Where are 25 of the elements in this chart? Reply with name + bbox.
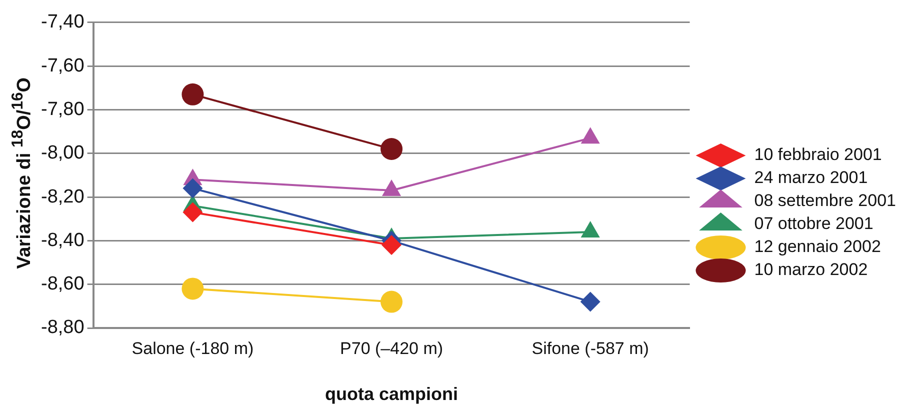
point <box>182 83 204 106</box>
x-tick-label: Sifone (-587 m) <box>532 338 649 358</box>
legend-label: 07 ottobre 2001 <box>754 214 874 234</box>
x-tick-label: P70 (–420 m) <box>340 338 444 358</box>
y-tick-label: -8,40 <box>40 230 84 251</box>
legend-label: 10 marzo 2002 <box>754 260 868 280</box>
point <box>182 278 204 300</box>
legend-label: 10 febbraio 2001 <box>754 145 882 164</box>
legend-label: 12 gennaio 2002 <box>754 237 881 256</box>
point <box>380 290 403 313</box>
point <box>580 292 600 312</box>
point <box>182 202 203 222</box>
y-tick-label: -7,40 <box>40 12 84 33</box>
x-axis-title: quota campioni <box>325 384 458 404</box>
point <box>182 178 203 198</box>
y-tick-label: -7,60 <box>40 55 84 76</box>
y-tick-label: -8,20 <box>40 186 84 208</box>
point <box>380 138 403 160</box>
legend-label: 08 settembre 2001 <box>754 191 896 210</box>
x-tick-label: Salone (-180 m) <box>132 338 254 358</box>
y-tick-label: -8,00 <box>40 142 84 164</box>
y-tick-label: -8,80 <box>40 317 84 338</box>
legend-label: 24 marzo 2001 <box>754 168 868 188</box>
y-tick-label: -8,60 <box>40 274 84 295</box>
y-tick-label: -7,80 <box>40 98 84 120</box>
